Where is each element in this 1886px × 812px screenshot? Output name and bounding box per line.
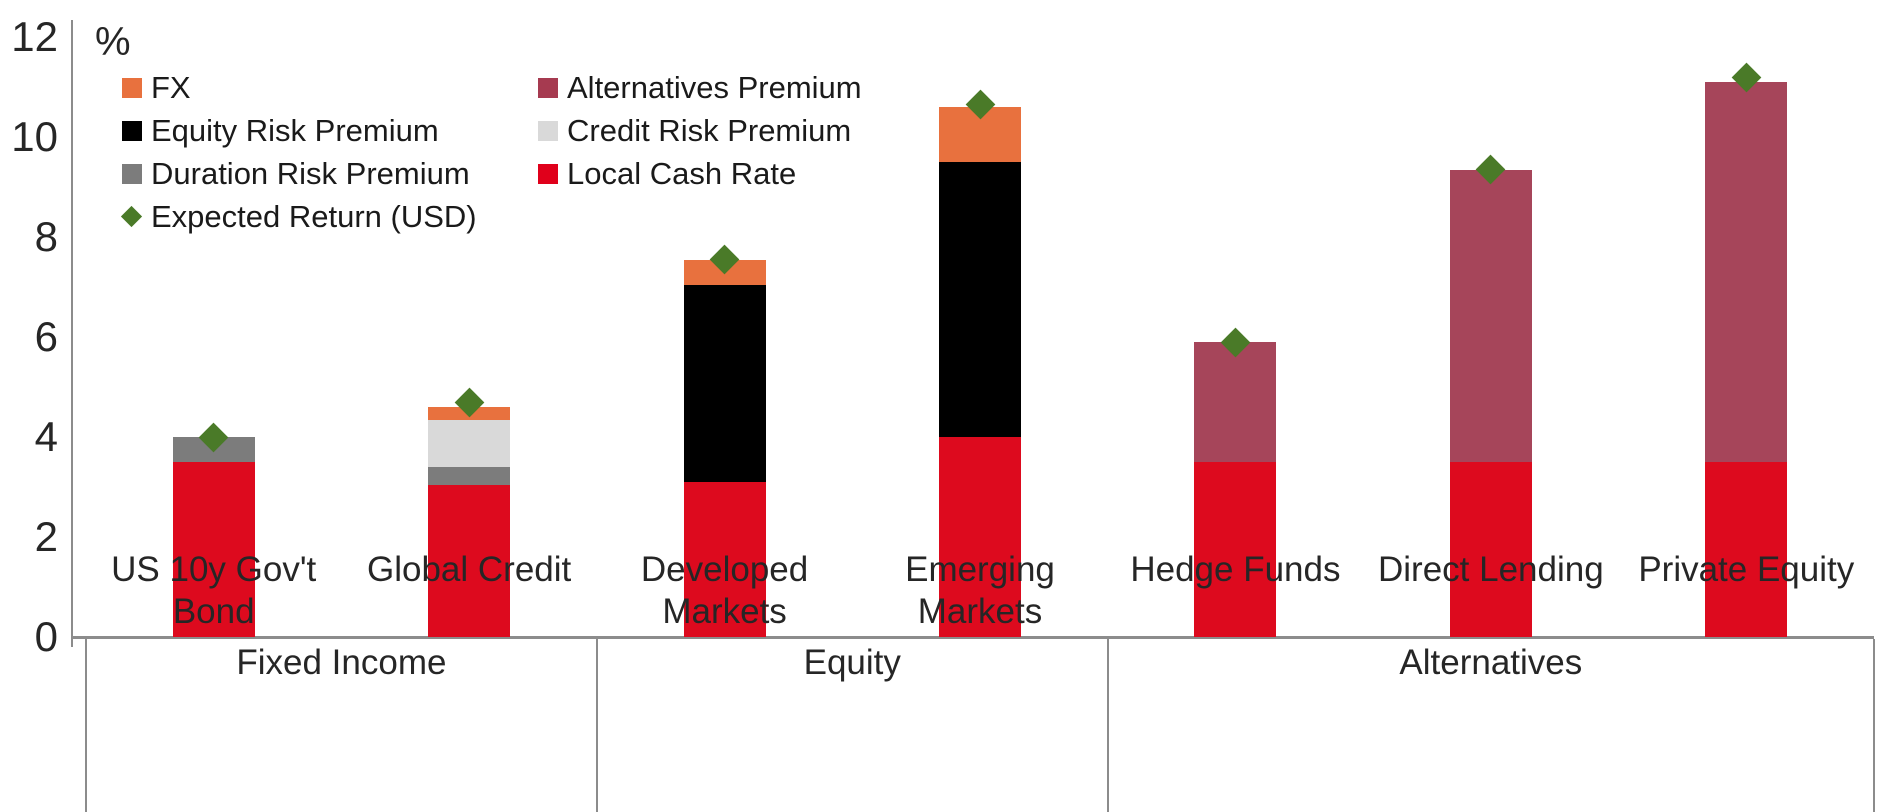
legend-item-credit-risk-premium: Credit Risk Premium: [538, 109, 862, 152]
x-axis-line: [71, 636, 1874, 639]
legend-label: Equity Risk Premium: [151, 112, 439, 148]
category-label-private-equity: Private Equity: [1638, 550, 1855, 589]
bar-private-equity: [1705, 82, 1788, 637]
legend-fx-swatch-icon: [122, 77, 142, 98]
y-axis-line: [71, 20, 73, 647]
y-tick-label-0: 0: [34, 613, 58, 660]
segment-local-cash-rate: [172, 462, 255, 637]
category-label-global-credit: Global Credit: [367, 550, 572, 589]
group-label-alternatives: Alternatives: [1399, 643, 1583, 682]
legend-item-fx: FX: [122, 66, 477, 109]
category-label-hedge-funds: Hedge Funds: [1130, 550, 1341, 589]
label-box-left-border: [85, 639, 87, 812]
legend-label: Alternatives Premium: [567, 69, 862, 105]
segment-equity-risk-premium: [683, 284, 766, 482]
legend-item-duration-risk-premium: Duration Risk Premium: [122, 152, 477, 195]
y-tick-label-6: 6: [34, 313, 58, 360]
segment-local-cash-rate: [428, 484, 511, 637]
legend-credit-risk-premium-swatch-icon: [538, 120, 558, 141]
group-separator-1: [595, 639, 598, 812]
segment-alternatives-premium: [1449, 169, 1532, 462]
label-box-right-border: [1873, 639, 1875, 812]
bar-direct-lending: [1449, 169, 1532, 637]
legend-item-equity-risk-premium: Equity Risk Premium: [122, 109, 477, 152]
y-tick-label-2: 2: [34, 513, 58, 560]
legend-item-local-cash-rate: Local Cash Rate: [538, 152, 862, 195]
legend-column-1: FX Equity Risk Premium Duration Risk Premi…: [120, 66, 477, 238]
bar-us-10y-gov-t-bond: [172, 437, 255, 637]
category-label-us-10y-gov-t-bond: US 10y Gov't Bond: [111, 550, 317, 631]
legend-item-expected-return-usd: Expected Return (USD): [120, 195, 477, 238]
category-label-developed-markets: Developed Markets: [640, 550, 809, 631]
y-tick-label-10: 10: [11, 113, 58, 160]
segment-duration-risk-premium: [428, 467, 511, 485]
legend-label: FX: [151, 69, 191, 105]
bar-developed-markets: [683, 259, 766, 637]
y-tick-label-4: 4: [34, 413, 58, 460]
legend-column-2: Alternatives Premium Credit Risk Premium L…: [538, 66, 862, 195]
bar-hedge-funds: [1194, 342, 1277, 637]
segment-local-cash-rate: [1449, 462, 1532, 637]
group-label-equity: Equity: [803, 643, 901, 682]
legend-alternatives-premium-swatch-icon: [538, 77, 558, 98]
bar-emerging-markets: [939, 107, 1021, 637]
legend-item-alternatives-premium: Alternatives Premium: [538, 66, 862, 109]
segment-local-cash-rate: [1705, 462, 1788, 637]
segment-local-cash-rate: [1194, 462, 1277, 637]
y-tick-label-8: 8: [34, 213, 58, 260]
group-label-fixed-income: Fixed Income: [236, 643, 447, 682]
segment-local-cash-rate: [683, 482, 766, 637]
segment-alternatives-premium: [1194, 342, 1277, 462]
legend-label: Local Cash Rate: [567, 155, 797, 191]
bar-global-credit: [428, 407, 511, 637]
legend-local-cash-rate-swatch-icon: [538, 163, 558, 184]
legend-label: Expected Return (USD): [151, 198, 477, 234]
legend-label: Credit Risk Premium: [567, 112, 852, 148]
segment-equity-risk-premium: [939, 162, 1021, 437]
y-tick-label-12: 12: [11, 13, 58, 60]
category-label-emerging-markets: Emerging Markets: [905, 550, 1055, 631]
category-label-direct-lending: Direct Lending: [1377, 550, 1604, 589]
legend-duration-risk-premium-swatch-icon: [122, 163, 142, 184]
segment-credit-risk-premium: [428, 419, 511, 467]
legend-label: Duration Risk Premium: [151, 155, 470, 191]
group-separator-2: [1106, 639, 1109, 812]
legend-expected-return-usd-diamond-icon: [120, 205, 143, 228]
legend-equity-risk-premium-swatch-icon: [122, 120, 142, 141]
y-axis-unit-label: %: [95, 20, 131, 64]
segment-alternatives-premium: [1705, 82, 1788, 462]
segment-local-cash-rate: [939, 437, 1021, 637]
